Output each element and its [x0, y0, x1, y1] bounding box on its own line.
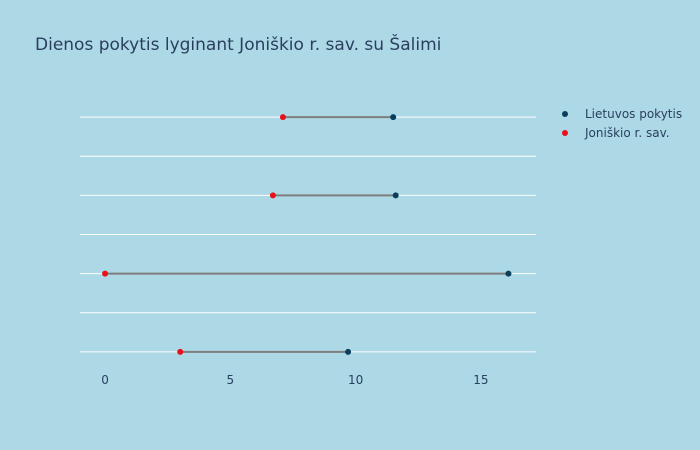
legend-marker — [562, 111, 568, 117]
lietuvos-point[interactable] — [345, 348, 352, 355]
legend-label: Lietuvos pokytis — [585, 107, 682, 121]
legend[interactable]: Lietuvos pokytis Joniškio r. sav. — [562, 107, 682, 140]
joniskio-point[interactable] — [269, 192, 276, 199]
legend-item[interactable]: Joniškio r. sav. — [562, 126, 670, 140]
lietuvos-point[interactable] — [392, 192, 399, 199]
x-tick-label: 0 — [101, 373, 109, 387]
x-tick-label: 5 — [227, 373, 235, 387]
joniskio-point[interactable] — [279, 114, 286, 121]
data-points — [102, 114, 512, 355]
x-tick-label: 10 — [348, 373, 363, 387]
dumbbell-connectors — [105, 116, 509, 353]
legend-label: Joniškio r. sav. — [584, 126, 670, 140]
legend-marker — [562, 130, 568, 136]
lietuvos-point[interactable] — [505, 270, 512, 277]
joniskio-point[interactable] — [102, 270, 109, 277]
chart-title: Dienos pokytis lyginant Joniškio r. sav.… — [35, 33, 441, 55]
x-tick-label: 15 — [473, 373, 488, 387]
legend-item[interactable]: Lietuvos pokytis — [562, 107, 682, 121]
gridlines — [80, 116, 536, 353]
lietuvos-point[interactable] — [390, 114, 397, 121]
x-axis-ticks: 0 5 10 15 — [101, 373, 488, 387]
joniskio-point[interactable] — [177, 348, 184, 355]
